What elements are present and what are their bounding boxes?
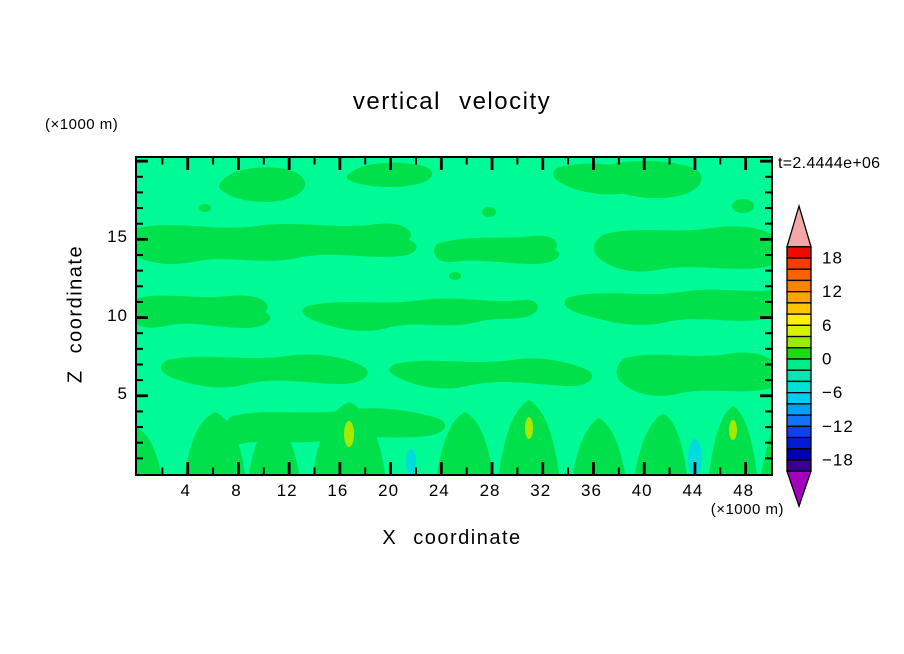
- contour-patch-green: [160, 354, 368, 388]
- contour-patch-green: [199, 204, 211, 212]
- colorbar-segment: [786, 291, 812, 304]
- colorbar-segment: [786, 347, 812, 360]
- x-tick-label: 12: [276, 481, 298, 500]
- contour-patch-green: [218, 167, 306, 202]
- z-tick-label: 10: [107, 305, 128, 325]
- contour-patch-green: [601, 160, 702, 199]
- contour-patch-green: [482, 207, 496, 217]
- contour-patch-green: [616, 352, 771, 396]
- colorbar-segment: [786, 313, 812, 326]
- x-axis-label: X coordinate: [382, 527, 522, 549]
- colorbar-segment: [786, 268, 812, 282]
- colorbar-label: −18: [822, 450, 854, 469]
- x-tick-label: 8: [231, 481, 242, 500]
- contour-patch-green: [761, 434, 771, 474]
- colorbar-segment: [786, 257, 812, 270]
- contour-patch-green: [732, 199, 754, 213]
- plot-area: [135, 156, 773, 476]
- contour-patch-green: [389, 358, 593, 389]
- colorbar-segment: [786, 425, 812, 439]
- contour-patch-green: [449, 272, 461, 280]
- colorbar-bottom-arrow: [786, 470, 812, 509]
- contour-field: [137, 158, 771, 474]
- colorbar-segment: [786, 369, 812, 383]
- x-tick-label: 4: [180, 481, 191, 500]
- z-tick-label: 15: [107, 227, 128, 247]
- x-axis-unit-label: (×1000 m): [710, 501, 784, 518]
- z-tick-label: 5: [117, 383, 128, 403]
- colorbar-segment: [786, 414, 812, 427]
- colorbar-segment: [786, 358, 812, 371]
- contour-patch-green: [137, 223, 417, 265]
- colorbar-label: −12: [822, 417, 854, 436]
- x-tick-label: 36: [581, 481, 602, 500]
- colorbar-label: −6: [822, 383, 843, 402]
- colorbar-top-arrow: [786, 203, 812, 248]
- colorbar-segment: [786, 403, 812, 416]
- contour-patch-turquoise: [688, 439, 702, 474]
- chart-title: vertical velocity: [352, 88, 552, 115]
- contour-patch-chartreuse: [525, 417, 533, 439]
- colorbar-label: 0: [822, 350, 832, 369]
- colorbar-segment: [786, 436, 812, 450]
- x-tick-label: 20: [378, 481, 400, 500]
- contour-patch-green: [137, 428, 161, 474]
- contour-patch-green: [346, 162, 433, 188]
- colorbar-segment: [786, 448, 812, 461]
- colorbar-label: 6: [822, 316, 832, 335]
- contour-patch-chartreuse: [729, 420, 737, 440]
- colorbar-segment: [786, 335, 812, 349]
- colorbar-segment: [786, 324, 812, 338]
- contour-patch-green: [573, 418, 625, 474]
- z-axis-unit-label: (×1000 m): [45, 116, 119, 133]
- colorbar-segment: [786, 392, 812, 405]
- colorbar-segment: [786, 246, 812, 259]
- x-tick-label: 44: [682, 481, 704, 500]
- contour-patch-green: [437, 412, 493, 474]
- contour-patch-chartreuse: [344, 421, 354, 447]
- x-tick-label: 24: [428, 481, 450, 500]
- colorbar-segment: [786, 302, 812, 315]
- colorbar-segment: [786, 459, 812, 472]
- colorbar-label: 18: [822, 249, 843, 268]
- x-tick-label: 28: [479, 481, 501, 500]
- contour-patch-green: [433, 235, 560, 264]
- colorbar-segment: [786, 380, 812, 394]
- contour-patch-green: [185, 412, 245, 474]
- colorbar-label: 12: [822, 282, 843, 301]
- colorbar: 18 12 6 0 −6 −12 −18: [786, 203, 854, 509]
- contour-patch-green: [249, 420, 299, 474]
- colorbar-segment: [786, 279, 812, 293]
- contour-patch-green: [564, 289, 771, 325]
- contour-patch-green: [593, 226, 771, 272]
- contour-patch-green: [137, 295, 271, 328]
- z-axis-label: Z coordinate: [64, 244, 87, 384]
- x-tick-label: 48: [733, 481, 755, 500]
- contour-patch-green: [635, 414, 687, 474]
- x-tick-label: 32: [530, 481, 552, 500]
- contour-patch-green: [302, 298, 538, 331]
- time-label: t=2.4444e+06: [778, 155, 881, 172]
- contour-patch-turquoise: [406, 449, 416, 474]
- x-tick-label: 40: [631, 481, 653, 500]
- x-tick-label: 16: [327, 481, 349, 500]
